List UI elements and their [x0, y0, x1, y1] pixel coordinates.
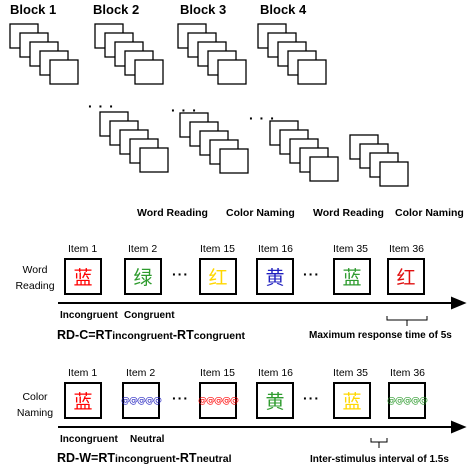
- block-3-title: Block 3: [180, 2, 227, 17]
- wr-eq-prefix: RD-C=RT: [57, 328, 113, 342]
- cn-item-2-label: Item 2: [126, 367, 156, 379]
- word-reading-side-line1: Word: [22, 264, 48, 276]
- wr-stimulus-card-1: 蓝: [64, 258, 102, 295]
- block-1-card: [49, 59, 79, 85]
- wr-congruent-label: Congruent: [124, 310, 175, 321]
- block-2-lower-card: [139, 147, 169, 173]
- cn-item-35-label: Item 35: [333, 367, 369, 379]
- wr-item-16-label: Item 16: [258, 243, 294, 255]
- cn-stimulus-card-16: 黄: [256, 382, 294, 419]
- wr-max-response-note: Maximum response time of 5s: [309, 330, 452, 341]
- block-3-ellipsis: · · ·: [171, 102, 198, 118]
- cn-stimulus-symbols-36: @@@@@: [387, 395, 428, 406]
- color-naming-side-line1: Color: [22, 391, 48, 403]
- wr-stimulus-card-36: 红: [387, 258, 425, 295]
- condition-label-4: Color Naming: [395, 207, 464, 219]
- word-reading-side-line2: Reading: [15, 280, 55, 292]
- block-1-title: Block 1: [10, 2, 57, 17]
- cn-eq-sub2: neutral: [196, 453, 232, 465]
- cn-stimulus-symbols-15: @@@@@: [198, 395, 239, 406]
- wr-eq-sub2: congruent: [193, 330, 246, 342]
- word-reading-side-label: Word Reading: [10, 262, 60, 294]
- wr-item-35-label: Item 35: [333, 243, 369, 255]
- wr-equation: RD-C=RTincongruent-RTcongruent: [57, 328, 245, 342]
- wr-stimulus-char-35: 蓝: [342, 267, 362, 289]
- block-3-lower-card: [219, 148, 249, 174]
- wr-stimulus-char-1: 蓝: [73, 267, 93, 289]
- wr-stimulus-card-2: 绿: [124, 258, 162, 295]
- wr-stimulus-char-16: 黄: [265, 267, 285, 289]
- cn-stimulus-card-2: @@@@@: [121, 382, 162, 419]
- block-4-lower-card: [309, 156, 339, 182]
- block-4-card: [297, 59, 327, 85]
- cn-item-16-label: Item 16: [258, 367, 294, 379]
- wr-eq-sub1: incongruent: [112, 330, 173, 342]
- cn-eq-sub1: incongruent: [114, 453, 176, 465]
- wr-ellipsis-1: ···: [172, 266, 189, 282]
- cn-stimulus-card-36: @@@@@: [387, 382, 428, 419]
- cn-isi-note: Inter-stimulus interval of 1.5s: [310, 454, 449, 465]
- wr-stimulus-card-15: 红: [199, 258, 237, 295]
- block-3-card: [217, 59, 247, 85]
- cn-ellipsis-1: ···: [172, 390, 189, 406]
- condition-label-3: Word Reading: [313, 207, 384, 219]
- cn-neutral-label: Neutral: [130, 434, 165, 445]
- block-4-title: Block 4: [260, 2, 307, 17]
- block-2-ellipsis: · · ·: [88, 98, 115, 114]
- block-2-title: Block 2: [93, 2, 140, 17]
- wr-item-2-label: Item 2: [128, 243, 158, 255]
- wr-stimulus-char-2: 绿: [133, 267, 153, 289]
- cn-stimulus-char-16: 黄: [265, 391, 285, 413]
- block-4-tail-card: [379, 161, 409, 187]
- cn-stimulus-char-35: 蓝: [342, 391, 362, 413]
- color-naming-side-line2: Naming: [16, 407, 54, 419]
- wr-stimulus-card-16: 黄: [256, 258, 294, 295]
- cn-equation: RD-W=RTincongruent-RTneutral: [57, 451, 232, 465]
- condition-label-1: Word Reading: [137, 207, 208, 219]
- cn-ellipsis-2: ···: [303, 390, 320, 406]
- wr-stimulus-char-36: 红: [396, 267, 416, 289]
- cn-stimulus-char-1: 蓝: [73, 391, 93, 413]
- condition-label-2: Color Naming: [226, 207, 295, 219]
- wr-ellipsis-2: ···: [303, 266, 320, 282]
- cn-eq-mid: -RT: [175, 451, 197, 465]
- cn-stimulus-card-1: 蓝: [64, 382, 102, 419]
- cn-item-36-label: Item 36: [390, 367, 426, 379]
- cn-item-15-label: Item 15: [200, 367, 236, 379]
- wr-eq-mid: -RT: [172, 328, 194, 342]
- block-2-card: [134, 59, 164, 85]
- color-naming-side-label: Color Naming: [10, 389, 60, 421]
- wr-item-1-label: Item 1: [68, 243, 98, 255]
- wr-stimulus-char-15: 红: [208, 267, 228, 289]
- cn-item-1-label: Item 1: [68, 367, 98, 379]
- wr-item-36-label: Item 36: [389, 243, 425, 255]
- cn-stimulus-card-15: @@@@@: [198, 382, 239, 419]
- wr-incongruent-label: Incongruent: [60, 310, 118, 321]
- block-4-ellipsis: · · ·: [249, 110, 276, 126]
- cn-incongruent-label: Incongruent: [60, 434, 118, 445]
- cn-stimulus-card-35: 蓝: [333, 382, 371, 419]
- wr-stimulus-card-35: 蓝: [333, 258, 371, 295]
- wr-item-15-label: Item 15: [200, 243, 236, 255]
- cn-stimulus-symbols-2: @@@@@: [121, 395, 162, 406]
- cn-eq-prefix: RD-W=RT: [57, 451, 115, 465]
